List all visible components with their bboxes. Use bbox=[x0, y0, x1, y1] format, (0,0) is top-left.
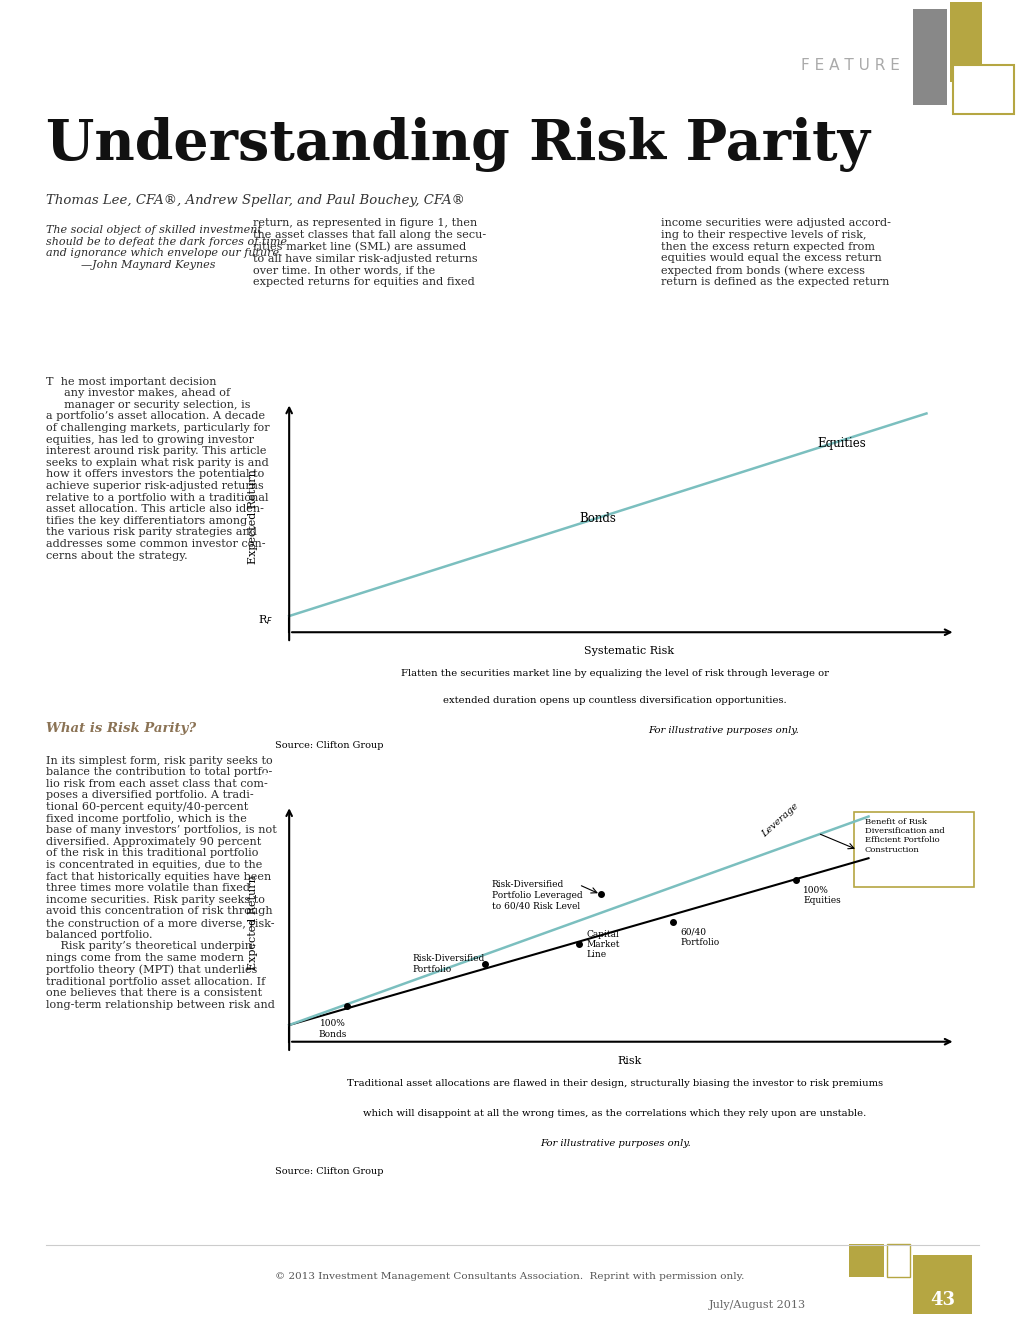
Text: which will disappoint at all the wrong times, as the correlations which they rel: which will disappoint at all the wrong t… bbox=[363, 1110, 866, 1117]
Text: Bonds: Bonds bbox=[579, 512, 615, 526]
Text: Systematic Risk: Systematic Risk bbox=[584, 646, 674, 657]
Text: Source: Clifton Group: Source: Clifton Group bbox=[274, 1166, 383, 1176]
FancyBboxPatch shape bbox=[853, 813, 972, 887]
Text: Leverage: Leverage bbox=[759, 801, 799, 839]
Text: FIGURE 2: WHY RISK PARITY?: FIGURE 2: WHY RISK PARITY? bbox=[262, 772, 457, 785]
Text: 100%
Bonds: 100% Bonds bbox=[318, 1019, 346, 1039]
Text: T  he most important decision
     any investor makes, ahead of
     manager or : T he most important decision any investo… bbox=[46, 376, 269, 560]
Text: The social object of skilled investment
should be to defeat the dark forces of t: The social object of skilled investment … bbox=[46, 225, 286, 270]
Bar bbox=[913, 9, 947, 105]
Bar bbox=[848, 1245, 883, 1276]
Text: Risk-Diversified
Portfolio: Risk-Diversified Portfolio bbox=[412, 955, 484, 973]
Text: Flatten the securities market line by equalizing the level of risk through lever: Flatten the securities market line by eq… bbox=[400, 669, 828, 678]
Text: For illustrative purposes only.: For illustrative purposes only. bbox=[539, 1139, 690, 1148]
Text: Traditional asset allocations are flawed in their design, structurally biasing t: Traditional asset allocations are flawed… bbox=[346, 1079, 882, 1088]
Text: Thomas Lee, CFA®, Andrew Spellar, and Paul Bouchey, CFA®: Thomas Lee, CFA®, Andrew Spellar, and Pa… bbox=[46, 195, 465, 207]
Text: In its simplest form, risk parity seeks to
balance the contribution to total por: In its simplest form, risk parity seeks … bbox=[46, 756, 276, 1010]
Text: What is Risk Parity?: What is Risk Parity? bbox=[46, 722, 196, 735]
Bar bbox=[952, 65, 1013, 114]
Bar bbox=[887, 1245, 909, 1276]
Text: Benefit of Risk
Diversification and
Efficient Portfolio
Construction: Benefit of Risk Diversification and Effi… bbox=[864, 818, 944, 854]
Text: F E A T U R E: F E A T U R E bbox=[801, 58, 900, 73]
Text: Risk-Diversified
Portfolio Leveraged
to 60/40 Risk Level: Risk-Diversified Portfolio Leveraged to … bbox=[491, 880, 582, 911]
Text: Risk: Risk bbox=[616, 1057, 641, 1066]
Text: Expected Return: Expected Return bbox=[248, 469, 258, 564]
Text: FIGURE 1: SECURITIES MARKET LINE: FIGURE 1: SECURITIES MARKET LINE bbox=[262, 369, 502, 383]
Bar bbox=[950, 3, 981, 82]
Text: income securities were adjusted accord-
ing to their respective levels of risk,
: income securities were adjusted accord- … bbox=[660, 218, 890, 287]
Text: return, as represented in figure 1, then
the asset classes that fall along the s: return, as represented in figure 1, then… bbox=[253, 218, 486, 287]
Text: Understanding Risk Parity: Understanding Risk Parity bbox=[46, 117, 869, 172]
Text: Capital
Market
Line: Capital Market Line bbox=[586, 929, 619, 960]
Text: 100%
Equities: 100% Equities bbox=[803, 886, 841, 906]
Text: Equities: Equities bbox=[817, 437, 866, 450]
Text: R$_F$: R$_F$ bbox=[258, 613, 273, 628]
Text: 60/40
Portfolio: 60/40 Portfolio bbox=[680, 928, 718, 947]
Text: For illustrative purposes only.: For illustrative purposes only. bbox=[648, 726, 798, 735]
Text: extended duration opens up countless diversification opportunities.: extended duration opens up countless div… bbox=[443, 696, 786, 706]
Text: Expected Return: Expected Return bbox=[248, 875, 258, 969]
Bar bbox=[912, 1255, 971, 1313]
Text: Source: Clifton Group: Source: Clifton Group bbox=[274, 741, 383, 751]
Text: © 2013 Investment Management Consultants Association.  Reprint with permission o: © 2013 Investment Management Consultants… bbox=[275, 1272, 744, 1282]
Text: 43: 43 bbox=[929, 1291, 954, 1308]
Text: July/August 2013: July/August 2013 bbox=[708, 1300, 805, 1309]
